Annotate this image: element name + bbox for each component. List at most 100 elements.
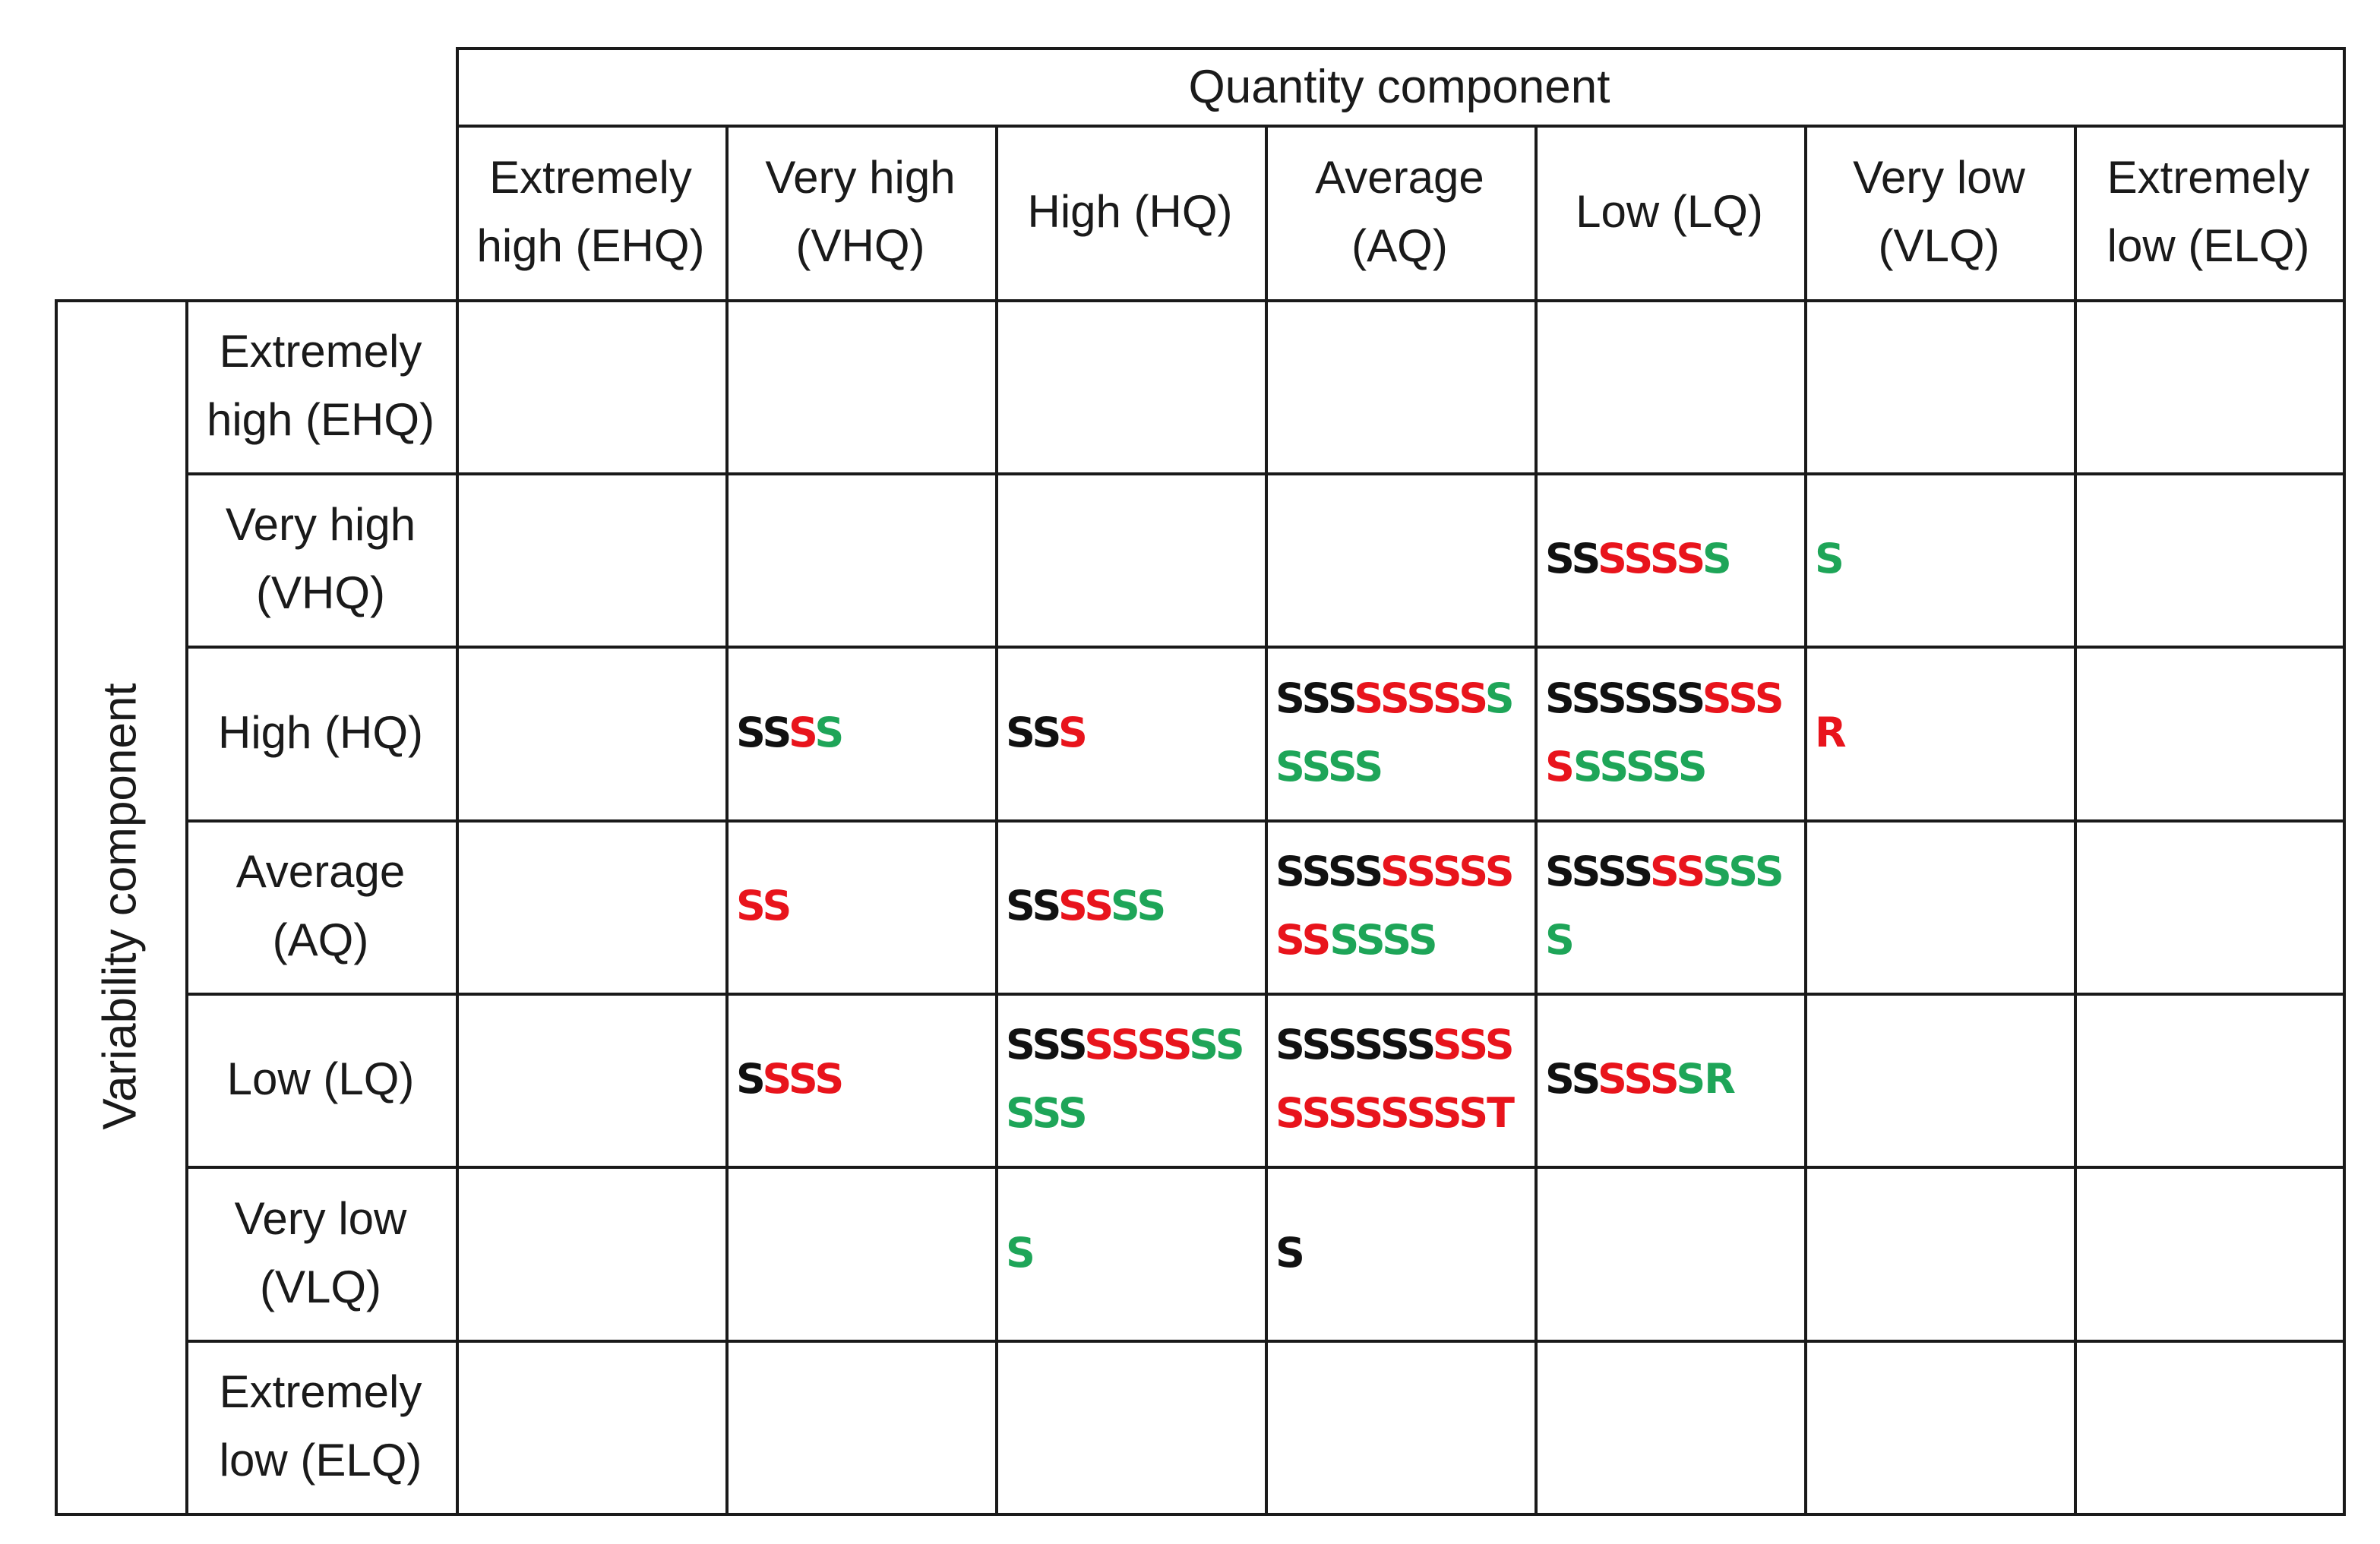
matrix-cell [2074, 299, 2343, 472]
code-segment-green: S [814, 708, 844, 756]
code-segment-red: SSSS [1084, 1021, 1190, 1069]
matrix-cell: R [1804, 646, 2074, 819]
matrix-cell [456, 472, 725, 646]
matrix-cell [2074, 819, 2343, 993]
code-segment-red: SS [736, 882, 792, 930]
quantity-column-header: Low (LQ) [1576, 186, 1763, 237]
code-segment-black: SS [1545, 535, 1599, 583]
matrix-cell [1265, 299, 1535, 472]
matrix-cell [456, 819, 725, 993]
code-segment-red: SS [1057, 882, 1112, 930]
cell-codes: S [1006, 1219, 1260, 1287]
matrix-cell: SSSSSSS [1535, 472, 1804, 646]
code-segment-red: SSSS [1597, 535, 1704, 583]
grid-line-col-4 [1535, 125, 1538, 1516]
cell-codes: SSSSSSSSSSSSSSSSST [1275, 1011, 1530, 1148]
cell-codes: SSS [1006, 699, 1260, 767]
matrix-cell [456, 646, 725, 819]
grid-line-col-5 [1804, 125, 1807, 1516]
code-segment-black: SS [736, 708, 790, 756]
grid-line-top [456, 47, 2346, 50]
code-segment-green: SSSS [1545, 848, 1784, 964]
cell-codes: R [1815, 699, 2069, 767]
matrix-cell: SSS [995, 646, 1265, 819]
quantity-column-header: Average (AQ) [1315, 152, 1484, 271]
matrix-cell [456, 299, 725, 472]
matrix-cell [1804, 1166, 2074, 1340]
code-segment-black: S [736, 1055, 763, 1103]
cell-codes: SSSSSSS [1545, 525, 1800, 593]
grid-line-col-1 [725, 125, 729, 1516]
matrix-cell: SSSS [725, 646, 995, 819]
quantity-component-title: Quantity component [1188, 60, 1610, 113]
cell-codes: SSSSSSSSSS [1545, 838, 1800, 974]
matrix-cell [2074, 646, 2343, 819]
cell-codes: SSSSSSSSSSSS [1006, 1011, 1260, 1148]
grid-line-col-0 [456, 47, 459, 1516]
code-segment-green: S [1815, 535, 1844, 583]
code-segment-black: SSSS [1545, 848, 1651, 895]
matrix-cell: SSSSSSSSSSSSS [1265, 646, 1535, 819]
code-segment-red: S [1057, 708, 1088, 756]
matrix-cell: SSSS [725, 993, 995, 1166]
cell-codes: S [1815, 525, 2069, 593]
cell-codes: SSSSSSSSSSSSSSS [1275, 838, 1530, 974]
code-segment-green: SS [1110, 882, 1166, 930]
matrix-cell [1535, 1166, 1804, 1340]
matrix-cell: S [1265, 1166, 1535, 1340]
variability-row-header: Low (LQ) [226, 1053, 415, 1104]
code-segment-red: SSSSSSSSSSS [1275, 1021, 1515, 1137]
cell-codes: SSSSSSSSSSSSS [1275, 665, 1530, 801]
matrix-cell: SSSSSSSSSSSS [995, 993, 1265, 1166]
matrix-cell: SSSSSSSSSSSSSSSSST [1265, 993, 1535, 1166]
variability-row-header: Very high (VHQ) [225, 499, 416, 618]
code-segment-black: SS [1006, 882, 1060, 930]
grid-line-col-2 [995, 125, 998, 1516]
code-segment-green: SR [1676, 1055, 1735, 1103]
cell-codes: SSSSSSSSSSSSSSS [1545, 665, 1800, 801]
code-segment-red: SSSS [1545, 674, 1784, 791]
matrix-cell [456, 993, 725, 1166]
quantity-column-header: Very low (VLQ) [1853, 152, 2025, 271]
matrix-cell [2074, 472, 2343, 646]
matrix-cell [1804, 299, 2074, 472]
variability-row-header: Average (AQ) [235, 846, 406, 965]
cell-codes: SSSS [736, 1045, 991, 1113]
matrix-cell: SSSSSS [995, 819, 1265, 993]
matrix-cell [995, 472, 1265, 646]
grid-line-left-inner [185, 299, 188, 1516]
code-segment-red: SS [1649, 848, 1704, 895]
matrix-cell: SSSSSSSSSS [1535, 819, 1804, 993]
matrix-cell [725, 299, 995, 472]
cell-codes: SSSS [736, 699, 991, 767]
grid-line-col-6 [2074, 125, 2077, 1516]
code-segment-green: SSSSS [1572, 742, 1708, 791]
matrix-cell: S [1804, 472, 2074, 646]
matrix-cell [1535, 299, 1804, 472]
matrix-cell: S [995, 1166, 1265, 1340]
variability-row-header: High (HQ) [217, 706, 424, 758]
matrix-cell [995, 1340, 1265, 1513]
matrix-cell [2074, 1340, 2343, 1513]
matrix-cell [456, 1340, 725, 1513]
quantity-column-header: Extremely high (EHQ) [476, 152, 705, 271]
matrix-cell [1804, 819, 2074, 993]
code-segment-black: SS [1006, 708, 1060, 756]
matrix-cell [1535, 1340, 1804, 1513]
code-segment-black: SS [1545, 1055, 1599, 1103]
code-segment-red: SSSSS [1354, 674, 1486, 722]
grid-line-row-7 [55, 1513, 2346, 1516]
quantity-column-header: Extremely low (ELQ) [2107, 152, 2310, 271]
quantity-column-header: High (HQ) [1027, 186, 1233, 237]
matrix-cell: SSSSSSSSSSSSSSS [1265, 819, 1535, 993]
grid-line-col-3 [1265, 125, 1268, 1516]
code-segment-black: SSSSSS [1275, 1021, 1434, 1069]
matrix-cell [1804, 993, 2074, 1166]
code-segment-black: SSSS [1275, 848, 1382, 895]
grid-line-col-7 [2343, 47, 2346, 1516]
grid-line-left-outer [55, 299, 58, 1516]
variability-component-title: Variability component [93, 682, 147, 1130]
matrix-cell [995, 299, 1265, 472]
matrix-cell [456, 1166, 725, 1340]
